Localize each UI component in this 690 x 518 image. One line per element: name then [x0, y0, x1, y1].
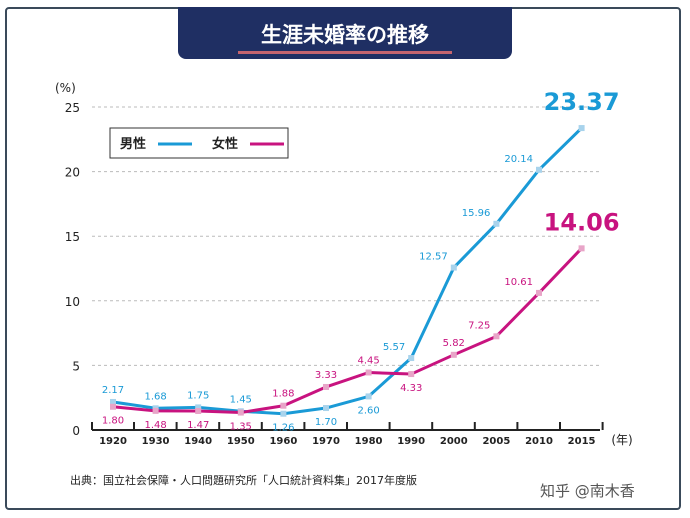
x-tick-label: 1990 — [397, 436, 425, 447]
data-point — [110, 398, 116, 405]
title-banner: 生涯未婚率の推移 — [178, 7, 512, 59]
y-tick-label: 25 — [65, 101, 80, 115]
legend-label: 男性 — [120, 136, 146, 152]
data-label: 5.57 — [383, 342, 405, 353]
data-point — [493, 333, 500, 340]
y-axis-label: (%) — [55, 81, 76, 95]
data-point — [280, 410, 287, 417]
y-tick-label: 0 — [72, 424, 80, 438]
data-point — [323, 383, 329, 390]
x-tick-label: 2005 — [482, 436, 510, 447]
x-tick-label: 1970 — [312, 436, 340, 447]
data-point — [195, 408, 202, 415]
data-label: 1.80 — [102, 416, 124, 427]
data-label: 2.60 — [357, 405, 379, 416]
data-label: 5.82 — [443, 338, 465, 349]
data-point — [195, 404, 202, 411]
source-note: 出典：国立社会保障・人口問題研究所「人口統計資料集」2017年度版 — [70, 474, 417, 487]
x-tick-label: 1940 — [184, 436, 212, 447]
y-tick-label: 15 — [65, 230, 80, 244]
data-label: 4.45 — [357, 356, 379, 367]
x-tick-label: 1920 — [99, 436, 127, 447]
legend-label: 女性 — [212, 136, 238, 152]
data-point — [110, 403, 116, 410]
data-point — [578, 125, 585, 132]
data-point — [323, 405, 329, 412]
data-label: 12.57 — [419, 252, 448, 263]
data-point — [450, 351, 457, 358]
data-label: 1.68 — [144, 391, 166, 402]
x-tick-label: 1950 — [227, 436, 255, 447]
x-tick-label: 2010 — [525, 436, 553, 447]
data-point — [365, 393, 372, 400]
data-point — [536, 289, 542, 296]
x-tick-label: 2000 — [440, 436, 468, 447]
data-label: 1.45 — [230, 394, 252, 405]
data-point — [280, 402, 287, 409]
data-label: 7.25 — [468, 320, 490, 331]
data-label: 1.26 — [272, 423, 294, 434]
series-line-male — [112, 126, 583, 416]
y-tick-label: 20 — [65, 166, 80, 180]
data-point — [365, 369, 372, 376]
data-label: 4.33 — [400, 383, 422, 394]
data-point — [408, 371, 415, 378]
watermark: 知乎 @南木香 — [540, 482, 635, 500]
x-tick-label: 1980 — [355, 436, 383, 447]
data-label-final: 23.37 — [544, 88, 620, 116]
data-label: 1.47 — [187, 420, 209, 431]
x-tick-label: 1960 — [269, 436, 297, 447]
title-underline — [238, 51, 452, 54]
data-label: 10.61 — [504, 277, 533, 288]
data-label: 15.96 — [462, 208, 491, 219]
data-label: 1.70 — [315, 417, 337, 428]
data-point — [578, 245, 585, 252]
data-label: 1.88 — [272, 389, 294, 400]
data-label: 20.14 — [504, 154, 533, 165]
data-point — [450, 264, 457, 271]
x-axis-label: (年) — [611, 433, 632, 447]
chart-title: 生涯未婚率の推移 — [261, 23, 429, 47]
data-label: 1.75 — [187, 390, 209, 401]
series-line-female — [112, 247, 583, 415]
data-point — [237, 409, 244, 416]
data-label: 2.17 — [102, 385, 124, 396]
y-tick-label: 5 — [72, 359, 80, 373]
data-point — [493, 220, 500, 227]
data-label: 3.33 — [315, 370, 337, 381]
data-point — [152, 407, 159, 414]
x-tick-label: 2015 — [568, 436, 596, 447]
data-label-final: 14.06 — [544, 208, 620, 236]
data-label: 1.35 — [230, 422, 252, 433]
data-label: 1.48 — [144, 420, 166, 431]
x-tick-label: 1930 — [142, 436, 170, 447]
y-tick-label: 10 — [65, 295, 80, 309]
data-point — [408, 355, 415, 362]
data-point — [536, 166, 542, 173]
